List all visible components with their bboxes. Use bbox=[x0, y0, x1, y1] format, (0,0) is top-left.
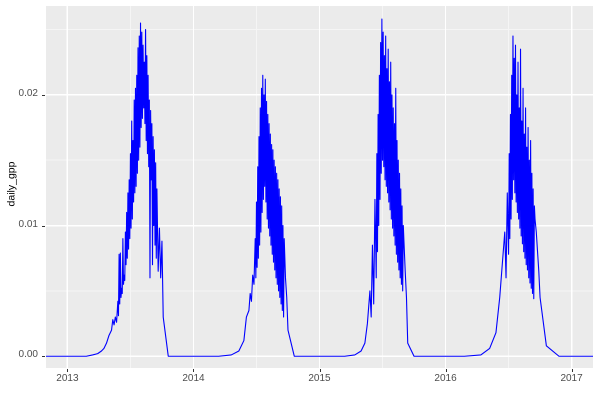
x-tick-label: 2013 bbox=[56, 373, 79, 384]
plot-area bbox=[46, 6, 593, 368]
series-line bbox=[46, 18, 593, 357]
x-tick-label: 2014 bbox=[182, 373, 205, 384]
x-tick-mark bbox=[572, 369, 573, 372]
y-tick-mark bbox=[42, 356, 45, 357]
y-tick-label: 0.00 bbox=[18, 349, 38, 361]
y-tick-mark bbox=[42, 226, 45, 227]
x-tick-label: 2016 bbox=[434, 373, 457, 384]
plot-panel bbox=[46, 6, 593, 368]
x-tick-mark bbox=[193, 369, 194, 372]
y-axis-title-label: daily_gpp bbox=[5, 161, 18, 207]
y-tick-label: 0.01 bbox=[18, 218, 38, 230]
x-tick-mark bbox=[446, 369, 447, 372]
x-tick-label: 2017 bbox=[560, 373, 583, 384]
y-tick-label: 0.02 bbox=[18, 87, 38, 99]
x-tick-label: 2015 bbox=[308, 373, 331, 384]
y-axis-title: daily_gpp bbox=[0, 0, 22, 368]
x-tick-mark bbox=[67, 369, 68, 372]
x-tick-mark bbox=[320, 369, 321, 372]
y-tick-mark bbox=[42, 95, 45, 96]
